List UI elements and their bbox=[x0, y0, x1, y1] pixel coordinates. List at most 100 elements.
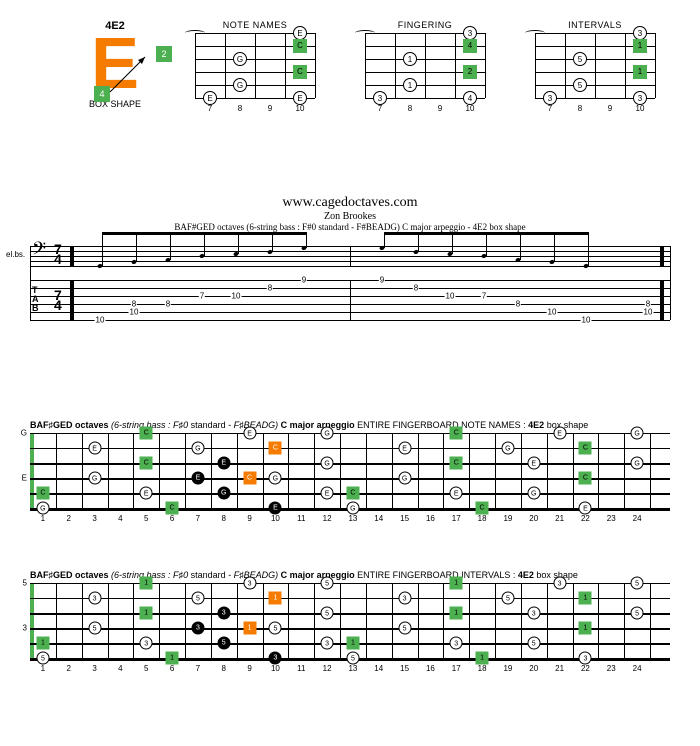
fret-marker: 1 bbox=[140, 577, 153, 590]
fret-number: 19 bbox=[503, 514, 512, 523]
open-string-label: G bbox=[21, 429, 27, 438]
fret-line bbox=[288, 583, 289, 658]
fret-marker: 1 bbox=[633, 39, 647, 53]
fret-marker: 2 bbox=[463, 65, 477, 79]
fret-line bbox=[185, 433, 186, 508]
fret-marker: E bbox=[293, 91, 307, 105]
repeat-start bbox=[70, 246, 74, 266]
string-line bbox=[30, 613, 670, 615]
box-shape-dot: 4 bbox=[94, 86, 110, 102]
fret-marker: 3 bbox=[633, 91, 647, 105]
fret-marker: 1 bbox=[633, 65, 647, 79]
fret-number: 24 bbox=[633, 514, 642, 523]
staff-line bbox=[30, 266, 670, 267]
fret-number: 9 bbox=[268, 104, 272, 113]
fret-marker: 3 bbox=[217, 607, 230, 620]
mini-fretboard: 355311378910 bbox=[535, 33, 655, 98]
string-line bbox=[30, 448, 670, 449]
fret-marker: 5 bbox=[191, 592, 204, 605]
fret-marker: E bbox=[88, 442, 101, 455]
fret-marker: 3 bbox=[191, 622, 204, 635]
fret-number: 12 bbox=[323, 664, 332, 673]
edge-curve bbox=[185, 30, 205, 36]
fret-line bbox=[211, 583, 212, 658]
fret-line bbox=[237, 433, 238, 508]
fret-number: 14 bbox=[374, 514, 383, 523]
fret-marker: G bbox=[88, 472, 101, 485]
tab-number: 10 bbox=[445, 292, 456, 301]
tab-line bbox=[30, 320, 670, 321]
fret-number: 9 bbox=[247, 514, 251, 523]
fret-line bbox=[159, 583, 160, 658]
fret-marker: 3 bbox=[398, 592, 411, 605]
fret-marker: 1 bbox=[403, 52, 417, 66]
fret-marker: E bbox=[293, 26, 307, 40]
fret-number: 4 bbox=[118, 664, 122, 673]
full-fretboard-title: BAF♯GED octaves (6-string bass : F♯0 sta… bbox=[30, 570, 670, 580]
fret-number: 21 bbox=[555, 514, 564, 523]
fret-line bbox=[392, 583, 393, 658]
note-stem bbox=[486, 232, 487, 256]
fret-number: 5 bbox=[144, 664, 148, 673]
fret-line bbox=[365, 33, 366, 98]
fret-number: 11 bbox=[297, 514, 305, 523]
fret-marker: 3 bbox=[633, 26, 647, 40]
fret-number: 9 bbox=[247, 664, 251, 673]
tab-number: 10 bbox=[643, 308, 654, 317]
fret-line bbox=[573, 433, 574, 508]
fret-number: 23 bbox=[607, 514, 616, 523]
fret-line bbox=[314, 583, 315, 658]
fret-number: 4 bbox=[118, 514, 122, 523]
fret-line bbox=[624, 583, 625, 658]
fret-number: 17 bbox=[452, 664, 461, 673]
fret-line bbox=[469, 433, 470, 508]
fret-number: 13 bbox=[348, 664, 357, 673]
fret-line bbox=[263, 433, 264, 508]
fret-marker: E bbox=[243, 427, 256, 440]
fret-line bbox=[443, 433, 444, 508]
tab-number: 9 bbox=[379, 276, 385, 285]
fret-line bbox=[56, 583, 57, 658]
open-string-label: 5 bbox=[23, 579, 27, 588]
fret-line bbox=[108, 583, 109, 658]
fret-line bbox=[366, 583, 367, 658]
mini-diagram: FINGERING311342478910 bbox=[365, 20, 485, 98]
fret-marker: 3 bbox=[450, 637, 463, 650]
tab-number: 8 bbox=[165, 300, 171, 309]
fret-line bbox=[340, 433, 341, 508]
note-stem bbox=[238, 232, 239, 254]
fret-marker: E bbox=[203, 91, 217, 105]
fret-number: 16 bbox=[426, 514, 435, 523]
fret-line bbox=[443, 583, 444, 658]
fret-number: 20 bbox=[529, 514, 538, 523]
fret-number: 23 bbox=[607, 664, 616, 673]
fret-number: 1 bbox=[41, 664, 45, 673]
fret-marker: 1 bbox=[166, 652, 179, 665]
fret-number: 19 bbox=[503, 664, 512, 673]
staff-area: el.bs.𝄢74TAB74101088710899810781010810 bbox=[30, 238, 670, 328]
bass-clef-icon: 𝄢 bbox=[32, 238, 46, 264]
fret-line bbox=[598, 433, 599, 508]
fret-marker: C bbox=[140, 427, 153, 440]
fret-marker: C bbox=[166, 502, 179, 515]
fret-number: 13 bbox=[348, 514, 357, 523]
tab-number: 9 bbox=[301, 276, 307, 285]
fret-marker: 5 bbox=[217, 637, 230, 650]
fret-line bbox=[565, 33, 566, 98]
full-fretboard: 5312345678910111213141516171819202122232… bbox=[30, 583, 670, 676]
fret-number: 21 bbox=[555, 664, 564, 673]
fret-number: 24 bbox=[633, 664, 642, 673]
fret-number: 7 bbox=[208, 104, 212, 113]
tab-number: 7 bbox=[481, 292, 487, 301]
fret-marker: 3 bbox=[88, 592, 101, 605]
fret-marker: 3 bbox=[543, 91, 557, 105]
fret-number: 3 bbox=[92, 514, 96, 523]
fret-line bbox=[366, 433, 367, 508]
fret-marker: 5 bbox=[88, 622, 101, 635]
fret-marker: 3 bbox=[527, 607, 540, 620]
fret-number: 17 bbox=[452, 514, 461, 523]
fret-marker: 3 bbox=[579, 652, 592, 665]
fret-marker: 5 bbox=[631, 607, 644, 620]
fret-line bbox=[185, 583, 186, 658]
fret-marker: E bbox=[140, 487, 153, 500]
